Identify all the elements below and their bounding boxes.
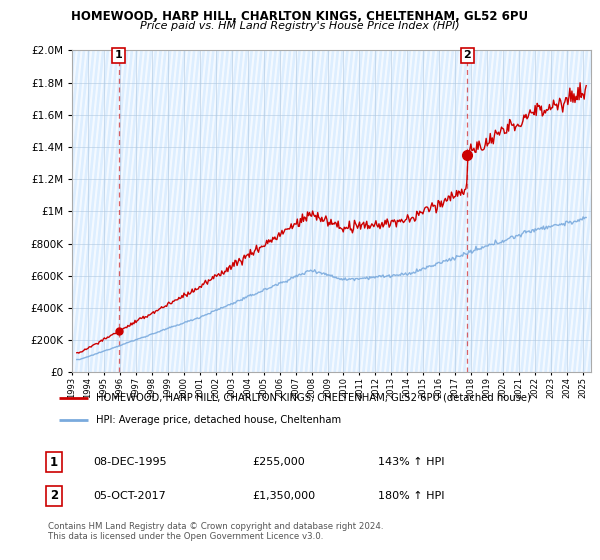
- Text: HPI: Average price, detached house, Cheltenham: HPI: Average price, detached house, Chel…: [95, 415, 341, 425]
- Text: 180% ↑ HPI: 180% ↑ HPI: [378, 491, 445, 501]
- Text: 143% ↑ HPI: 143% ↑ HPI: [378, 457, 445, 467]
- Text: £255,000: £255,000: [252, 457, 305, 467]
- Text: Price paid vs. HM Land Registry's House Price Index (HPI): Price paid vs. HM Land Registry's House …: [140, 21, 460, 31]
- Text: 2: 2: [50, 489, 58, 502]
- Text: HOMEWOOD, HARP HILL, CHARLTON KINGS, CHELTENHAM, GL52 6PU: HOMEWOOD, HARP HILL, CHARLTON KINGS, CHE…: [71, 10, 529, 23]
- Text: Contains HM Land Registry data © Crown copyright and database right 2024.
This d: Contains HM Land Registry data © Crown c…: [48, 522, 383, 542]
- Text: HOMEWOOD, HARP HILL, CHARLTON KINGS, CHELTENHAM, GL52 6PU (detached house): HOMEWOOD, HARP HILL, CHARLTON KINGS, CHE…: [95, 393, 530, 403]
- Text: 1: 1: [50, 455, 58, 469]
- Text: 05-OCT-2017: 05-OCT-2017: [93, 491, 166, 501]
- Text: 2: 2: [463, 50, 471, 60]
- Text: 08-DEC-1995: 08-DEC-1995: [93, 457, 167, 467]
- Text: 1: 1: [115, 50, 122, 60]
- Text: £1,350,000: £1,350,000: [252, 491, 315, 501]
